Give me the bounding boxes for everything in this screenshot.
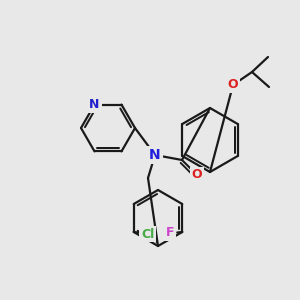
Text: N: N [149, 148, 161, 162]
Text: O: O [228, 79, 238, 92]
Text: F: F [166, 226, 175, 239]
Text: N: N [89, 98, 100, 111]
Text: Cl: Cl [141, 227, 154, 241]
Text: O: O [192, 169, 202, 182]
